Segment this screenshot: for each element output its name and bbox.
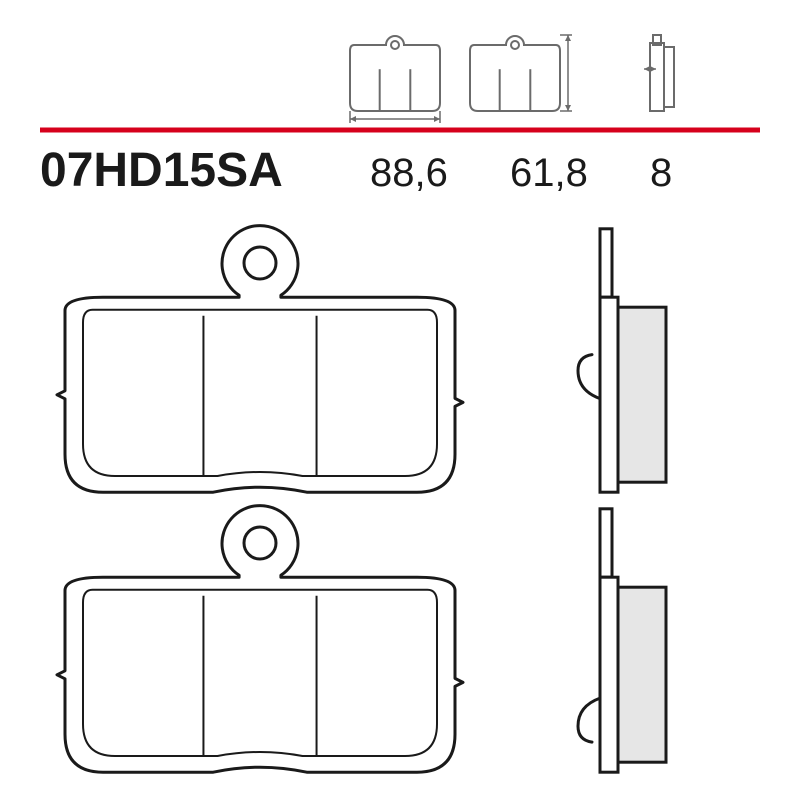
technical-drawing: 07HD15SA 88,6 61,8 8 [0,0,800,800]
part-number: 07HD15SA [40,144,283,197]
brake-pad-side [578,509,666,772]
brake-pad-side [578,229,666,492]
brake-pad-front [57,226,463,493]
dimension-width: 88,6 [370,151,448,195]
brake-pad-front [57,506,463,773]
dimension-thickness: 8 [650,151,672,195]
dimension-height: 61,8 [510,151,588,195]
